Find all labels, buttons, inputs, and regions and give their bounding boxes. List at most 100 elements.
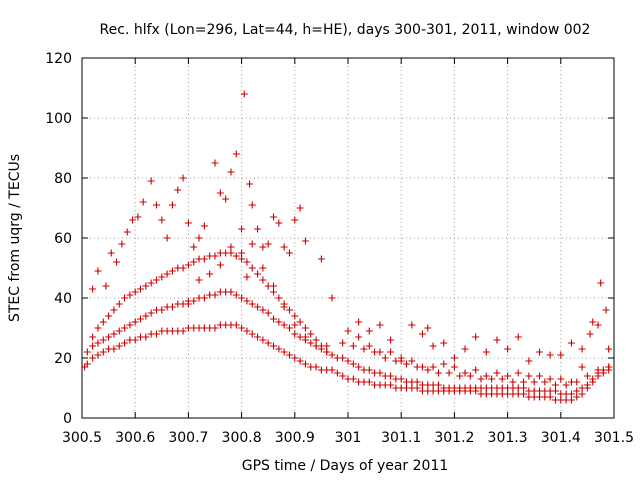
- data-point: [344, 357, 352, 365]
- data-point: [126, 321, 134, 329]
- data-point: [147, 177, 155, 185]
- data-point: [498, 375, 506, 383]
- data-point: [586, 330, 594, 338]
- data-point: [387, 348, 395, 356]
- data-point: [246, 180, 254, 188]
- data-point: [110, 306, 118, 314]
- data-point: [232, 252, 240, 260]
- data-point: [280, 303, 288, 311]
- y-tick-label: 120: [45, 51, 72, 67]
- data-point: [445, 369, 453, 377]
- data-point: [504, 345, 512, 353]
- data-point: [323, 342, 331, 350]
- x-axis-label: GPS time / Days of year 2011: [242, 458, 449, 474]
- data-point: [174, 186, 182, 194]
- data-point: [381, 354, 389, 362]
- data-point: [339, 354, 347, 362]
- data-point: [573, 387, 581, 395]
- y-tick-label: 0: [63, 411, 72, 427]
- data-point: [238, 324, 246, 332]
- data-point: [482, 372, 490, 380]
- data-point: [520, 384, 528, 392]
- data-point: [589, 318, 597, 326]
- data-point: [259, 276, 267, 284]
- data-point: [270, 288, 278, 296]
- data-point: [232, 321, 240, 329]
- data-point: [546, 351, 554, 359]
- data-point: [349, 342, 357, 350]
- data-point: [222, 195, 230, 203]
- data-point: [296, 357, 304, 365]
- data-point: [456, 372, 464, 380]
- data-point: [134, 213, 142, 221]
- data-point: [168, 267, 176, 275]
- data-point: [301, 333, 309, 341]
- data-point: [200, 294, 208, 302]
- data-point: [520, 378, 528, 386]
- data-point: [259, 264, 267, 272]
- data-point: [254, 333, 262, 341]
- data-point: [514, 369, 522, 377]
- data-point: [190, 258, 198, 266]
- data-point: [147, 279, 155, 287]
- data-point: [179, 174, 187, 182]
- y-tick-label: 40: [54, 291, 72, 307]
- data-point: [296, 318, 304, 326]
- x-tick-label: 301.3: [488, 430, 528, 446]
- data-point: [567, 396, 575, 404]
- data-point: [546, 375, 554, 383]
- x-tick-label: 301.2: [434, 430, 474, 446]
- data-point: [573, 393, 581, 401]
- data-point: [408, 321, 416, 329]
- data-point: [102, 282, 110, 290]
- data-point: [211, 291, 219, 299]
- data-point: [158, 273, 166, 281]
- data-point: [594, 366, 602, 374]
- data-point: [131, 288, 139, 296]
- data-point: [270, 342, 278, 350]
- data-point: [376, 348, 384, 356]
- data-point: [94, 267, 102, 275]
- data-point: [280, 321, 288, 329]
- data-point: [312, 363, 320, 371]
- data-point: [238, 255, 246, 263]
- data-point: [285, 324, 293, 332]
- data-point: [200, 222, 208, 230]
- data-point: [83, 360, 91, 368]
- data-point: [285, 306, 293, 314]
- data-point: [333, 369, 341, 377]
- data-point: [179, 264, 187, 272]
- data-point: [461, 369, 469, 377]
- x-tick-label: 300.6: [115, 430, 155, 446]
- data-point: [115, 300, 123, 308]
- data-point: [355, 318, 363, 326]
- data-point: [408, 357, 416, 365]
- data-point: [115, 327, 123, 335]
- x-tick-label: 300.5: [62, 430, 102, 446]
- data-point: [301, 360, 309, 368]
- data-point: [328, 366, 336, 374]
- data-point: [424, 324, 432, 332]
- data-point: [285, 351, 293, 359]
- data-point: [285, 249, 293, 257]
- data-point: [583, 381, 591, 389]
- data-point: [259, 306, 267, 314]
- data-point: [536, 348, 544, 356]
- plot-frame: [81, 57, 615, 419]
- data-point: [94, 324, 102, 332]
- data-point: [504, 372, 512, 380]
- data-point: [89, 354, 97, 362]
- data-point: [602, 306, 610, 314]
- data-point: [387, 372, 395, 380]
- y-tick-labels: 0 20 40 60 80 100 120: [45, 51, 72, 427]
- data-point: [254, 270, 262, 278]
- x-tick-label: 300.9: [275, 430, 315, 446]
- data-point: [123, 228, 131, 236]
- data-point: [530, 378, 538, 386]
- data-point: [248, 330, 256, 338]
- data-point: [115, 342, 123, 350]
- data-point: [466, 372, 474, 380]
- data-point: [184, 261, 192, 269]
- data-point: [142, 333, 150, 341]
